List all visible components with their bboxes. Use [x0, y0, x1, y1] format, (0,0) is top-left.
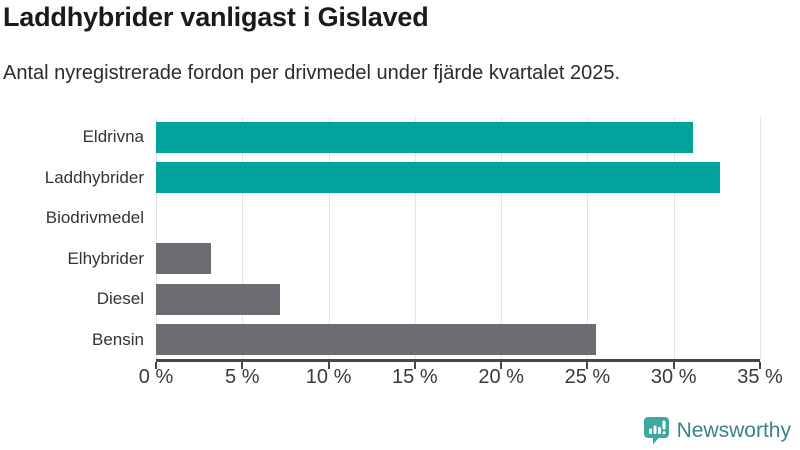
axis-tick	[672, 362, 675, 369]
x-axis-tick-labels: 0 % 5 % 10 % 15 % 20 % 25 % 30 % 35 %	[139, 366, 783, 390]
axis-tick	[500, 362, 503, 369]
chart-row: Diesel	[0, 279, 760, 320]
plot-area	[156, 117, 761, 360]
axis-tick-label: 20 %	[478, 366, 524, 388]
axis-tick-label: 5 %	[225, 366, 260, 388]
bar-eldrivna	[156, 121, 693, 153]
bar-bensin	[156, 324, 597, 356]
chart-title: Laddhybrider vanligast i Gislaved	[3, 2, 429, 32]
axis-tick	[413, 362, 416, 369]
bar-chart: Eldrivna Laddhybrider Biodrivmedel Elhybrid…	[0, 117, 783, 388]
axis-tick-label: 0 %	[138, 366, 174, 388]
bar-track	[156, 162, 760, 194]
chart-row: Eldrivna	[0, 117, 760, 158]
category-label-elhybrider: Elhybrider	[67, 248, 144, 268]
bar-track	[156, 324, 760, 356]
category-label-diesel: Diesel	[96, 289, 144, 309]
bar-diesel	[156, 283, 281, 315]
axis-tick	[586, 362, 589, 369]
bar-track	[156, 203, 760, 234]
axis-tick-label: 10 %	[305, 366, 352, 388]
gridline	[414, 117, 416, 360]
bar-elhybrider	[156, 243, 212, 275]
newsworthy-brand-text: Newsworthy	[676, 418, 791, 442]
chart-row: Elhybrider	[0, 239, 760, 280]
axis-tick-label: 35 %	[737, 366, 783, 388]
gridline	[156, 117, 157, 360]
axis-tick-label: 15 %	[392, 366, 438, 388]
bar-laddhybrider	[156, 162, 721, 194]
gridline	[328, 117, 330, 360]
x-axis-ticks	[155, 362, 761, 369]
bar-track	[156, 243, 760, 275]
category-label-bensin: Bensin	[92, 329, 144, 349]
axis-tick	[155, 362, 157, 369]
gridline	[673, 117, 675, 360]
category-label-laddhybrider: Laddhybrider	[44, 167, 144, 187]
gridline	[242, 117, 244, 360]
gridline	[587, 117, 589, 360]
axis-tick	[759, 362, 761, 369]
x-axis-line	[156, 359, 760, 362]
bar-rows: Eldrivna Laddhybrider Biodrivmedel Elhybrid…	[0, 117, 760, 360]
category-label-eldrivna: Eldrivna	[82, 127, 144, 147]
chart-row: Biodrivmedel	[0, 198, 760, 239]
newsworthy-logo: Newsworthy	[643, 416, 791, 445]
chart-row: Laddhybrider	[0, 158, 760, 199]
bar-track	[156, 283, 760, 315]
axis-tick	[327, 362, 330, 369]
chart-row: Bensin	[0, 320, 760, 361]
gridline	[501, 117, 503, 360]
gridline	[760, 117, 761, 360]
axis-tick-label: 25 %	[564, 366, 611, 388]
newsworthy-logo-icon	[643, 417, 669, 445]
bar-track	[156, 121, 760, 153]
chart-subtitle: Antal nyregistrerade fordon per drivmede…	[3, 62, 621, 84]
category-label-biodrivmedel: Biodrivmedel	[45, 208, 144, 228]
axis-tick	[241, 362, 244, 369]
axis-tick-label: 30 %	[650, 366, 697, 388]
